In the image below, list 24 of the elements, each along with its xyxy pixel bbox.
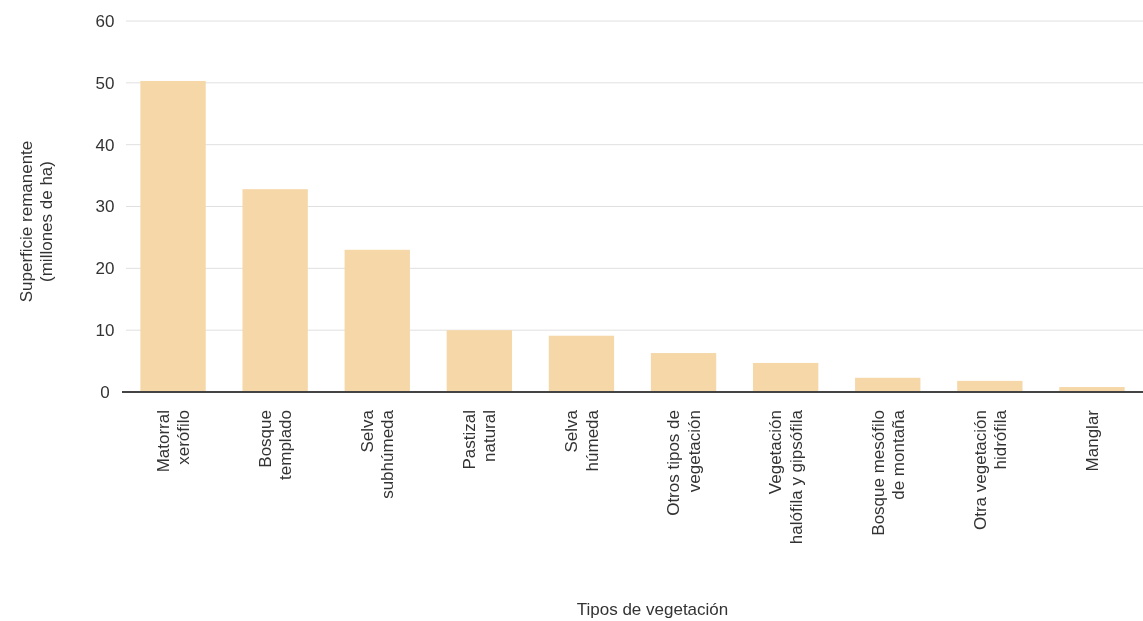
bar [855, 377, 921, 392]
bar [140, 80, 206, 392]
y-tick-label: 0 [100, 382, 110, 402]
y-tick-label: 20 [95, 259, 115, 279]
bar [752, 362, 819, 392]
y-tick-label: 60 [95, 11, 115, 31]
x-tick-label: Bosque templado [255, 410, 296, 480]
y-tick-label: 10 [95, 321, 115, 341]
x-tick-label: Matorral xerófilo [153, 410, 194, 473]
y-tick-label: 30 [95, 197, 115, 217]
x-tick-label: Selva húmeda [562, 409, 602, 472]
x-tick-label: Pastizal natural [460, 410, 500, 470]
bar [650, 353, 717, 392]
x-tick-label: Otra vegetación hidrófila [970, 409, 1010, 531]
bar [446, 330, 513, 392]
bar [344, 249, 410, 392]
bar [957, 380, 1023, 392]
x-tick-label: Manglar [1082, 409, 1102, 472]
x-axis-title: Tipos de vegetación [576, 600, 729, 619]
bar [242, 189, 308, 392]
y-axis-title: Superficie remanente (millones de ha) [17, 140, 56, 303]
y-tick-label: 40 [95, 135, 115, 155]
bar [548, 335, 615, 392]
y-tick-label: 50 [95, 73, 115, 93]
